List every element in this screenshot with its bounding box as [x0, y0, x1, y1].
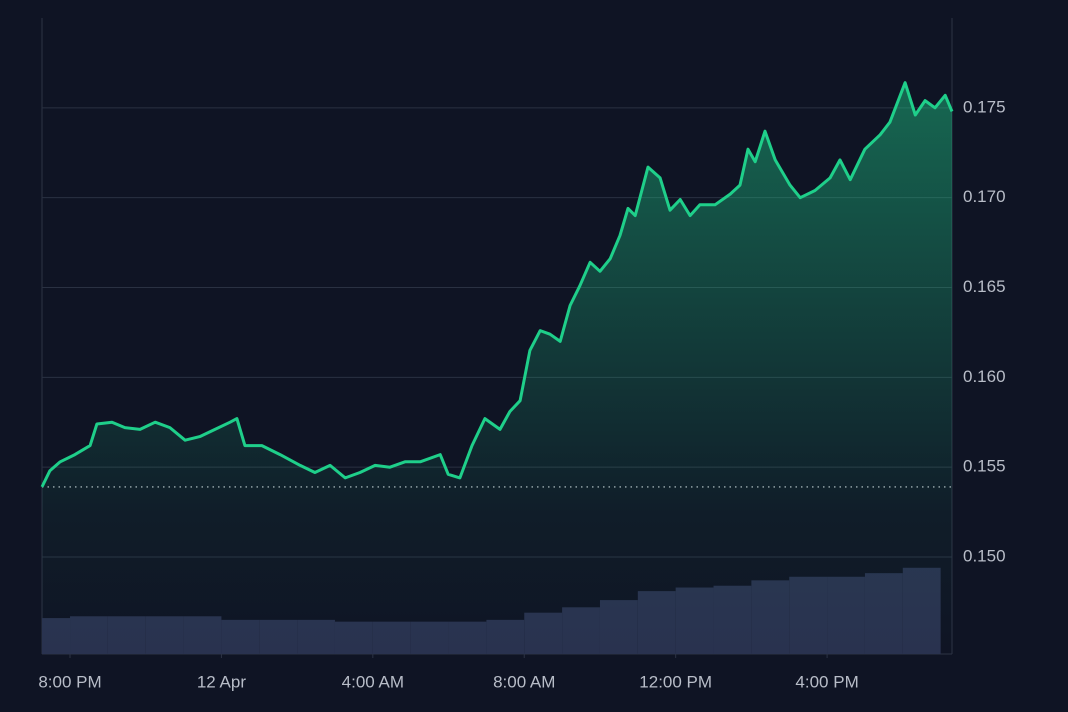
line — [40, 81, 954, 488]
y-tick-label: 0.160 — [963, 367, 1006, 386]
y-tick-label: 0.170 — [963, 187, 1006, 206]
y-tick-label: 0.165 — [963, 277, 1006, 296]
x-tick-label: 8:00 AM — [493, 672, 555, 691]
y-tick-label: 0.150 — [963, 546, 1006, 565]
area — [42, 82, 952, 654]
x-tick-label: 8:00 PM — [38, 672, 101, 691]
x-tick-label: 4:00 PM — [795, 672, 858, 691]
x-tick-label: 4:00 AM — [342, 672, 404, 691]
x-tick-label: 12 Apr — [197, 672, 246, 691]
y-tick-label: 0.155 — [963, 457, 1006, 476]
y-tick-label: 0.175 — [963, 97, 1006, 116]
x-tick-label: 12:00 PM — [639, 672, 712, 691]
